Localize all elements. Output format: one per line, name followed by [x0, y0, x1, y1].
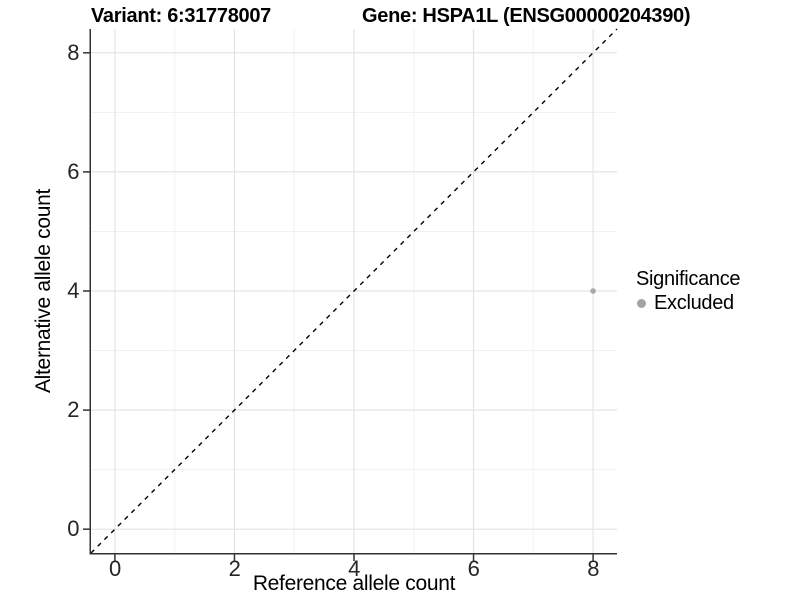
data-point [590, 288, 596, 294]
x-tick-label: 8 [587, 556, 599, 581]
gene-title: Gene: HSPA1L (ENSG00000204390) [362, 5, 691, 27]
y-tick-label: 2 [67, 397, 79, 423]
y-tick-label: 0 [67, 516, 79, 542]
y-tick-label: 8 [67, 39, 79, 65]
x-axis-title: Reference allele count [252, 572, 456, 595]
legend-point-icon [637, 298, 646, 308]
y-tick-label: 6 [67, 158, 79, 184]
x-tick-label: 4 [348, 556, 360, 581]
x-tick-label: 2 [228, 556, 241, 581]
legend-item-label: Excluded [654, 291, 734, 314]
x-tick-label: 0 [109, 556, 121, 581]
legend-title: Significance [636, 268, 741, 290]
legend-item-excluded: Excluded [636, 291, 740, 315]
legend: Significance Excluded [636, 267, 741, 315]
variant-title: Variant: 6:31778007 [91, 5, 271, 27]
y-tick-label: 4 [67, 278, 79, 303]
x-tick-label: 6 [467, 556, 480, 581]
identity-dashed-line [90, 28, 618, 554]
